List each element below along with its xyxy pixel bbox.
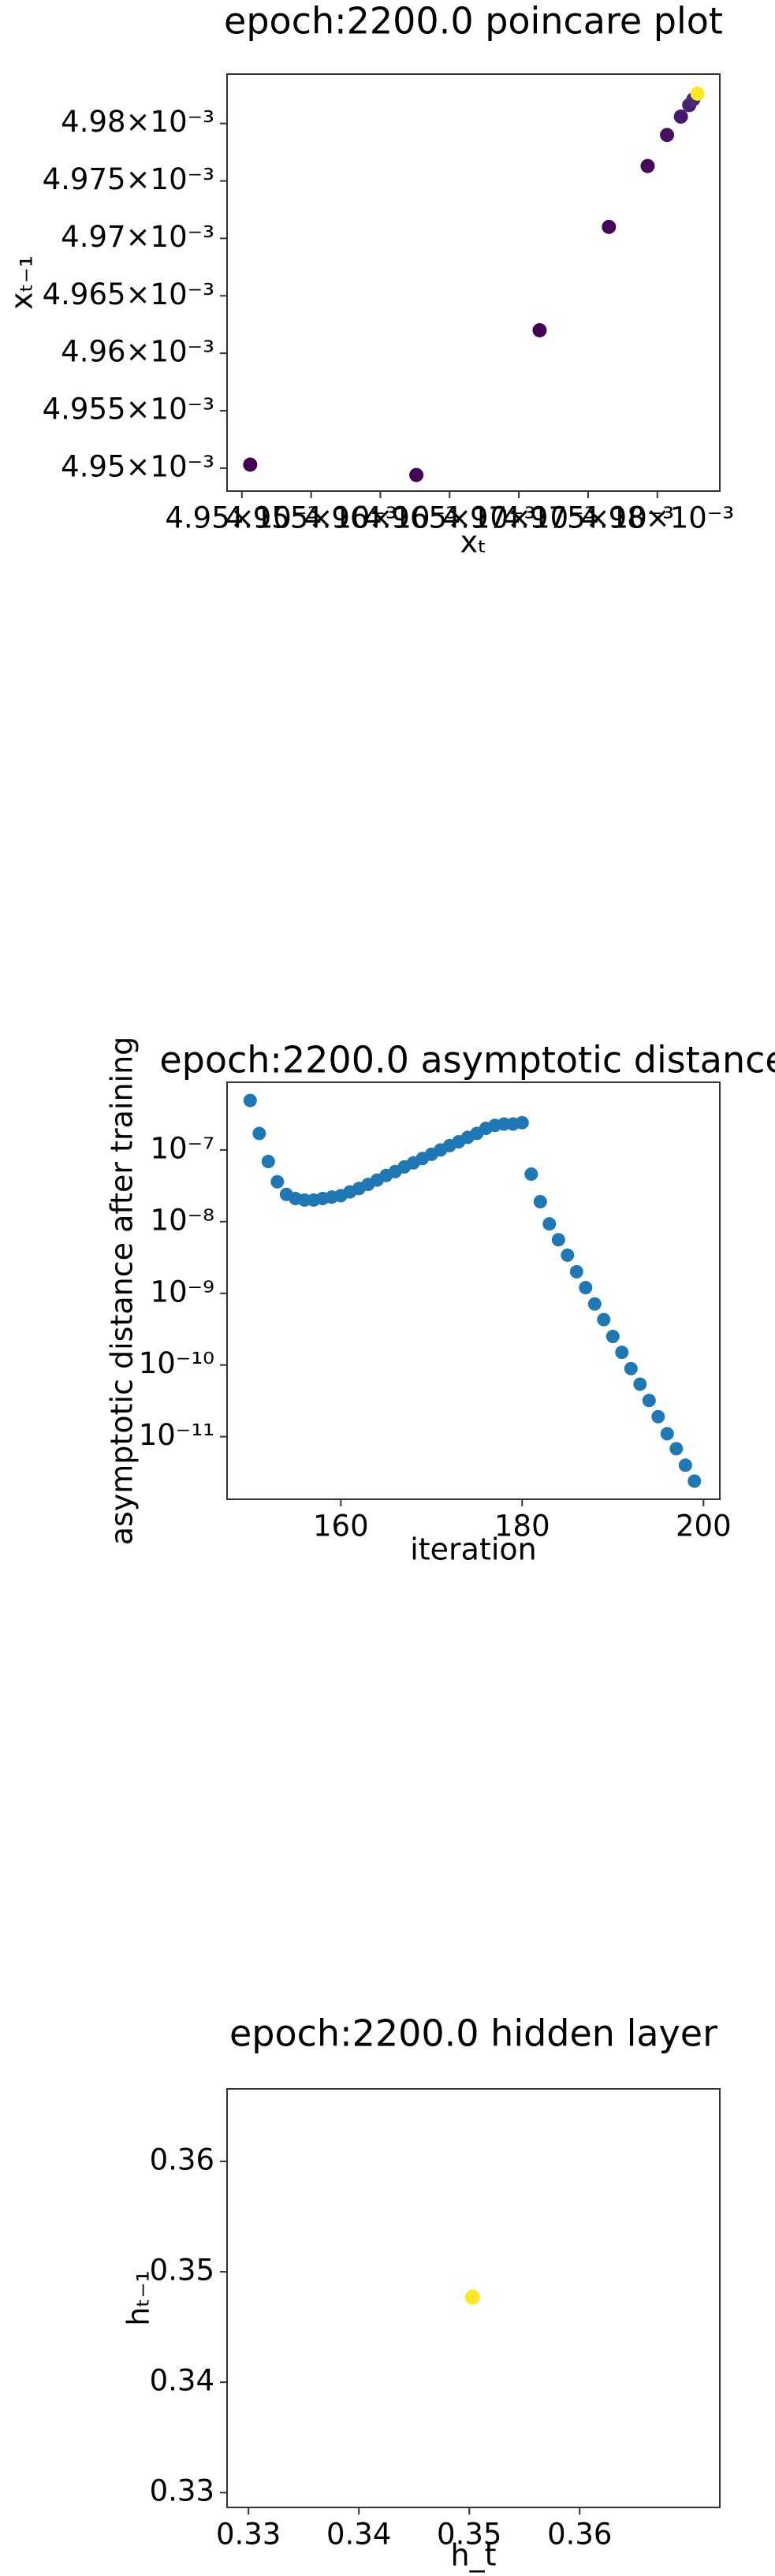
y-tick-label: 10⁻¹⁰ <box>139 1346 214 1380</box>
point <box>569 1264 583 1279</box>
point <box>532 322 547 337</box>
point <box>561 1248 575 1262</box>
x-tick-label: 200 <box>676 1509 732 1543</box>
y-tick-label: 0.34 <box>150 2364 214 2398</box>
y-tick-label: 4.955×10⁻³ <box>43 392 214 426</box>
point <box>270 1174 285 1189</box>
y-axis-label: xₜ₋₁ <box>5 255 39 310</box>
point <box>669 1442 684 1456</box>
y-tick-label: 0.35 <box>150 2254 214 2288</box>
x-tick-label: 160 <box>313 1509 369 1543</box>
y-tick-label: 4.97×10⁻³ <box>61 220 214 254</box>
chart-title: epoch:2200.0 hidden layer <box>229 2012 717 2055</box>
x-tick-label: 180 <box>494 1509 550 1543</box>
x-tick-label: 0.35 <box>437 2518 501 2552</box>
point <box>551 1233 565 1247</box>
point <box>624 1361 638 1375</box>
point <box>642 1394 656 1408</box>
x-axis-label: h_t <box>451 2538 497 2573</box>
x-tick-label: 4.96×10⁻³ <box>304 501 457 535</box>
point <box>673 109 688 124</box>
x-tick-label: 0.33 <box>216 2518 281 2552</box>
point <box>261 1155 275 1169</box>
y-tick-label: 10⁻⁹ <box>151 1275 214 1308</box>
y-tick-label: 4.98×10⁻³ <box>61 105 214 139</box>
x-tick-label: 0.34 <box>326 2518 391 2552</box>
point <box>542 1217 557 1231</box>
point <box>464 2289 480 2305</box>
y-axis-label: asymptotic distance after training <box>105 1037 140 1546</box>
y-tick-label: 4.965×10⁻³ <box>43 277 214 311</box>
point <box>660 128 675 143</box>
x-axis-label: iteration <box>410 1532 537 1567</box>
point <box>524 1167 538 1182</box>
point <box>605 1330 620 1344</box>
point <box>615 1346 629 1360</box>
point <box>633 1377 647 1391</box>
point <box>602 219 617 234</box>
point <box>597 1312 611 1327</box>
point <box>243 1093 257 1107</box>
y-axis-label: hₜ₋₁ <box>121 2270 156 2326</box>
point <box>690 86 705 101</box>
y-tick-label: 0.36 <box>150 2143 214 2177</box>
plot-frame <box>226 2088 721 2508</box>
point <box>587 1297 602 1311</box>
y-tick-label: 4.95×10⁻³ <box>61 449 214 483</box>
x-axis-label: xₜ <box>460 525 487 560</box>
point <box>651 1409 665 1424</box>
x-tick-label: 4.975×10⁻³ <box>502 501 674 535</box>
y-tick-label: 10⁻⁷ <box>151 1131 214 1165</box>
point <box>409 467 424 482</box>
x-tick-label: 4.955×10⁻³ <box>225 501 397 535</box>
point <box>533 1194 547 1208</box>
point <box>678 1458 692 1472</box>
point <box>640 158 655 173</box>
y-tick-label: 4.96×10⁻³ <box>61 335 214 369</box>
y-tick-label: 0.33 <box>150 2474 214 2508</box>
plot-frame <box>226 1081 721 1500</box>
point <box>687 1474 702 1488</box>
point <box>252 1126 266 1141</box>
chart-title: epoch:2200.0 poincare plot <box>224 0 723 43</box>
point <box>243 457 258 472</box>
plot-frame <box>226 73 721 492</box>
x-tick-label: 4.97×10⁻³ <box>442 501 596 535</box>
point <box>579 1281 593 1295</box>
y-tick-label: 10⁻⁸ <box>151 1203 214 1237</box>
chart-title: epoch:2200.0 asymptotic distance <box>159 1039 775 1081</box>
x-tick-label: 4.95×10⁻³ <box>165 501 319 535</box>
y-tick-label: 10⁻¹¹ <box>139 1418 214 1452</box>
y-tick-label: 4.975×10⁻³ <box>43 162 214 196</box>
x-tick-label: 4.965×10⁻³ <box>363 501 535 535</box>
point <box>515 1115 529 1130</box>
x-tick-label: 0.36 <box>547 2518 612 2552</box>
x-tick-label: 4.98×10⁻³ <box>580 501 734 535</box>
point <box>660 1427 674 1441</box>
